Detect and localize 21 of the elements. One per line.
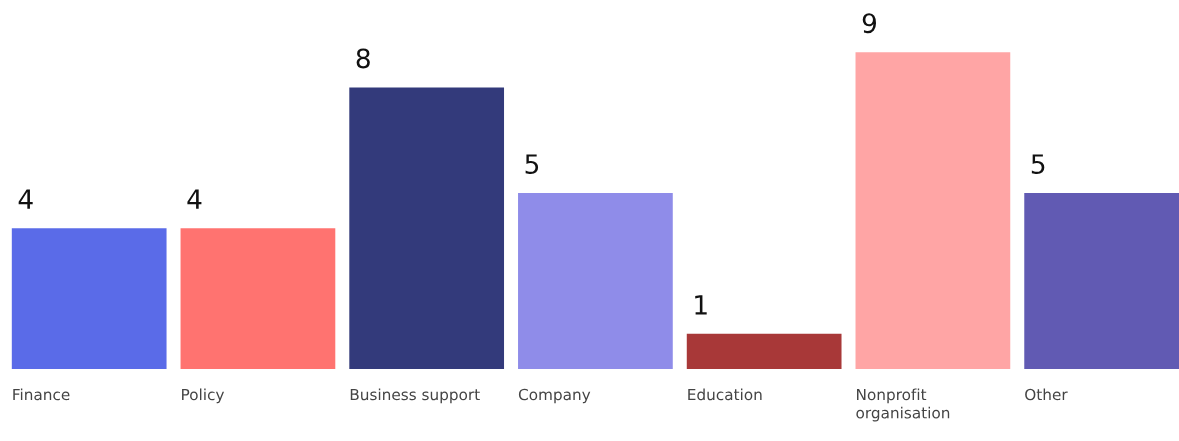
x-tick-label: Other <box>1025 388 1068 401</box>
bar <box>855 52 1011 369</box>
data-label: 9 <box>862 13 877 34</box>
data-label: 1 <box>695 295 707 315</box>
data-label: 5 <box>525 154 539 174</box>
bar <box>1024 193 1179 369</box>
data-label: 8 <box>356 48 370 69</box>
x-tick-label: Nonprofit organisation <box>856 388 950 422</box>
x-tick-label: Finance <box>13 388 70 401</box>
bar <box>518 193 673 369</box>
x-tick-label: Education <box>688 388 762 401</box>
bar <box>686 333 842 369</box>
x-tick-label: Company <box>518 388 591 404</box>
data-label: 4 <box>18 189 33 209</box>
data-label: 4 <box>187 189 202 209</box>
bar <box>349 87 505 369</box>
bar <box>180 228 336 369</box>
x-tick-label: Business support <box>350 388 480 404</box>
bar <box>11 228 167 369</box>
data-label: 5 <box>1031 154 1045 174</box>
x-tick-label: Policy <box>182 388 225 404</box>
